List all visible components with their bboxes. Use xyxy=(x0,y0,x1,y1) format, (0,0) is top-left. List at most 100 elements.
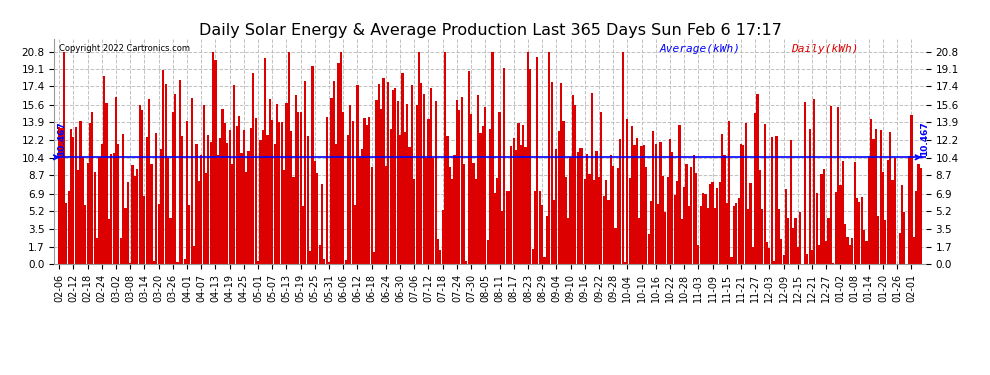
Bar xyxy=(472,163,474,264)
Bar xyxy=(685,164,688,264)
Bar xyxy=(742,145,744,264)
Bar xyxy=(738,198,740,264)
Bar xyxy=(617,168,619,264)
Bar xyxy=(167,158,169,264)
Bar xyxy=(285,103,287,264)
Bar xyxy=(321,184,323,264)
Bar xyxy=(645,166,647,264)
Bar xyxy=(164,84,166,264)
Bar xyxy=(562,121,564,264)
Bar xyxy=(603,196,605,264)
Bar xyxy=(688,206,690,264)
Bar xyxy=(191,98,193,264)
Bar xyxy=(144,196,146,264)
Bar xyxy=(785,189,787,264)
Bar xyxy=(361,149,363,264)
Bar xyxy=(607,201,610,264)
Bar xyxy=(693,155,695,264)
Bar xyxy=(494,193,496,264)
Bar xyxy=(503,68,505,264)
Bar xyxy=(141,110,144,264)
Bar xyxy=(98,157,101,264)
Bar xyxy=(307,136,309,264)
Bar xyxy=(690,167,692,264)
Bar xyxy=(328,262,330,264)
Bar xyxy=(532,249,534,264)
Bar xyxy=(113,153,115,264)
Bar xyxy=(605,180,607,264)
Bar xyxy=(89,123,91,264)
Bar xyxy=(437,239,439,264)
Bar xyxy=(865,242,867,264)
Bar xyxy=(707,208,709,264)
Bar xyxy=(572,95,574,264)
Bar xyxy=(248,151,249,264)
Bar xyxy=(643,145,645,264)
Bar xyxy=(666,177,668,264)
Bar xyxy=(58,128,60,264)
Bar xyxy=(491,52,493,264)
Bar xyxy=(132,165,134,264)
Bar xyxy=(210,142,212,264)
Bar xyxy=(207,135,210,264)
Bar xyxy=(428,119,430,264)
Bar xyxy=(212,52,214,264)
Bar xyxy=(340,52,342,264)
Bar xyxy=(816,193,818,264)
Bar xyxy=(837,108,840,264)
Bar xyxy=(453,154,455,264)
Bar xyxy=(574,105,576,264)
Bar xyxy=(661,177,664,264)
Bar xyxy=(249,128,252,264)
Bar xyxy=(879,130,882,264)
Bar xyxy=(908,156,910,264)
Bar xyxy=(825,241,828,264)
Bar xyxy=(557,131,559,264)
Bar xyxy=(716,188,719,264)
Bar xyxy=(463,164,465,264)
Bar xyxy=(129,263,132,264)
Bar xyxy=(697,246,700,264)
Bar xyxy=(712,182,714,264)
Bar xyxy=(641,146,643,264)
Text: 10.467: 10.467 xyxy=(920,121,929,156)
Bar xyxy=(498,112,501,264)
Bar xyxy=(226,143,229,264)
Bar xyxy=(615,228,617,264)
Bar xyxy=(246,172,248,264)
Bar xyxy=(669,139,671,264)
Bar xyxy=(527,52,529,264)
Bar xyxy=(588,174,591,264)
Bar xyxy=(821,174,823,264)
Bar xyxy=(622,52,624,264)
Bar xyxy=(70,129,72,264)
Bar xyxy=(470,114,472,264)
Bar xyxy=(818,246,820,264)
Bar xyxy=(283,170,285,264)
Bar xyxy=(844,224,846,264)
Bar xyxy=(82,157,84,264)
Bar xyxy=(103,76,105,264)
Bar xyxy=(518,123,520,264)
Bar xyxy=(782,255,785,264)
Bar xyxy=(205,173,207,264)
Bar xyxy=(290,130,292,264)
Bar xyxy=(343,112,345,264)
Bar xyxy=(790,140,792,264)
Bar xyxy=(382,78,384,264)
Bar xyxy=(629,178,631,264)
Bar xyxy=(778,209,780,264)
Bar xyxy=(451,179,453,264)
Bar xyxy=(759,170,761,264)
Bar xyxy=(579,148,581,264)
Bar xyxy=(702,193,704,264)
Bar xyxy=(186,121,188,264)
Bar xyxy=(833,262,835,264)
Bar xyxy=(416,105,418,264)
Bar xyxy=(763,124,765,264)
Bar xyxy=(394,88,396,264)
Bar xyxy=(125,208,127,264)
Bar xyxy=(137,169,139,264)
Bar xyxy=(564,177,567,264)
Bar xyxy=(266,135,268,264)
